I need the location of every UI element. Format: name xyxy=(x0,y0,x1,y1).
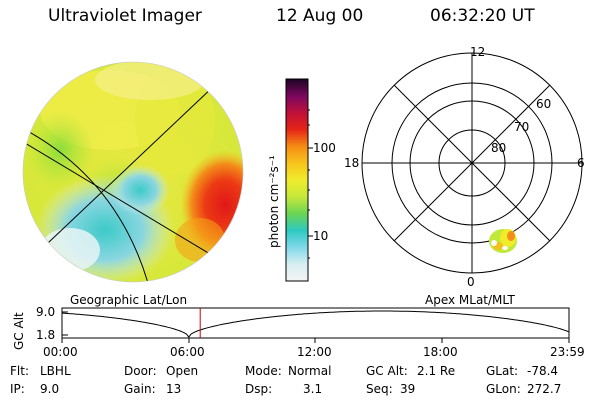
orbit-altitude-curve xyxy=(61,310,570,338)
door-label: Door: xyxy=(124,364,157,378)
time-label: 06:32:20 UT xyxy=(430,6,535,26)
door-value: Open xyxy=(166,364,199,378)
colorbar-label-100: 100 xyxy=(313,141,336,155)
polar-plot xyxy=(361,52,583,274)
colorbar-unit-label: photon cm⁻²s⁻¹ xyxy=(267,155,281,248)
mlt-label-12: 12 xyxy=(470,45,486,59)
geographic-image xyxy=(22,61,244,283)
orbit-ymin-label: 1.8 xyxy=(36,328,56,342)
mlt-label-6: 6 xyxy=(577,156,585,170)
gain-label: Gain: xyxy=(124,382,156,396)
glon-label: GLon: xyxy=(486,382,521,396)
orbit-xtick-2: 12:00 xyxy=(297,345,332,359)
orbit-xtick-3: 18:00 xyxy=(423,345,458,359)
orbit-xtick-0: 00:00 xyxy=(43,345,78,359)
colorbar-label-10: 10 xyxy=(313,229,329,243)
seq-value: 39 xyxy=(400,382,416,396)
mlat-label-60: 60 xyxy=(536,97,552,111)
mlt-label-18: 18 xyxy=(344,156,360,170)
glat-value: -78.4 xyxy=(527,364,559,378)
instrument-title: Ultraviolet Imager xyxy=(48,6,202,26)
mlt-label-0: 0 xyxy=(467,275,475,289)
polar-aurora-spot xyxy=(489,229,517,253)
flt-label: Flt: xyxy=(10,364,29,378)
date-label: 12 Aug 00 xyxy=(276,6,364,26)
mode-label: Mode: xyxy=(245,364,282,378)
orbit-plot xyxy=(61,307,570,343)
gain-value: 13 xyxy=(166,382,182,396)
seq-label: Seq: xyxy=(366,382,393,396)
ip-label: IP: xyxy=(10,382,25,396)
orbit-ymax-label: 9.0 xyxy=(36,305,56,319)
orbit-xtick-4: 23:59 xyxy=(550,345,585,359)
left-panel-caption: Geographic Lat/Lon xyxy=(70,293,188,307)
glat-label: GLat: xyxy=(486,364,519,378)
orbit-xtick-1: 06:00 xyxy=(170,345,205,359)
dsp-label: Dsp: xyxy=(245,382,273,396)
mlat-label-70: 70 xyxy=(514,120,530,134)
right-panel-caption: Apex MLat/MLT xyxy=(425,293,515,307)
glon-value: 272.7 xyxy=(527,382,562,396)
ip-value: 9.0 xyxy=(40,382,60,396)
colorbar xyxy=(285,78,313,282)
flt-value: LBHL xyxy=(40,364,71,378)
mlat-label-80: 80 xyxy=(491,141,507,155)
gcalt-label: GC Alt: xyxy=(366,364,408,378)
dsp-value: 3.1 xyxy=(303,382,323,396)
gcalt-value: 2.1 Re xyxy=(417,364,456,378)
mode-value: Normal xyxy=(288,364,332,378)
orbit-ylabel: GC Alt xyxy=(12,312,26,350)
